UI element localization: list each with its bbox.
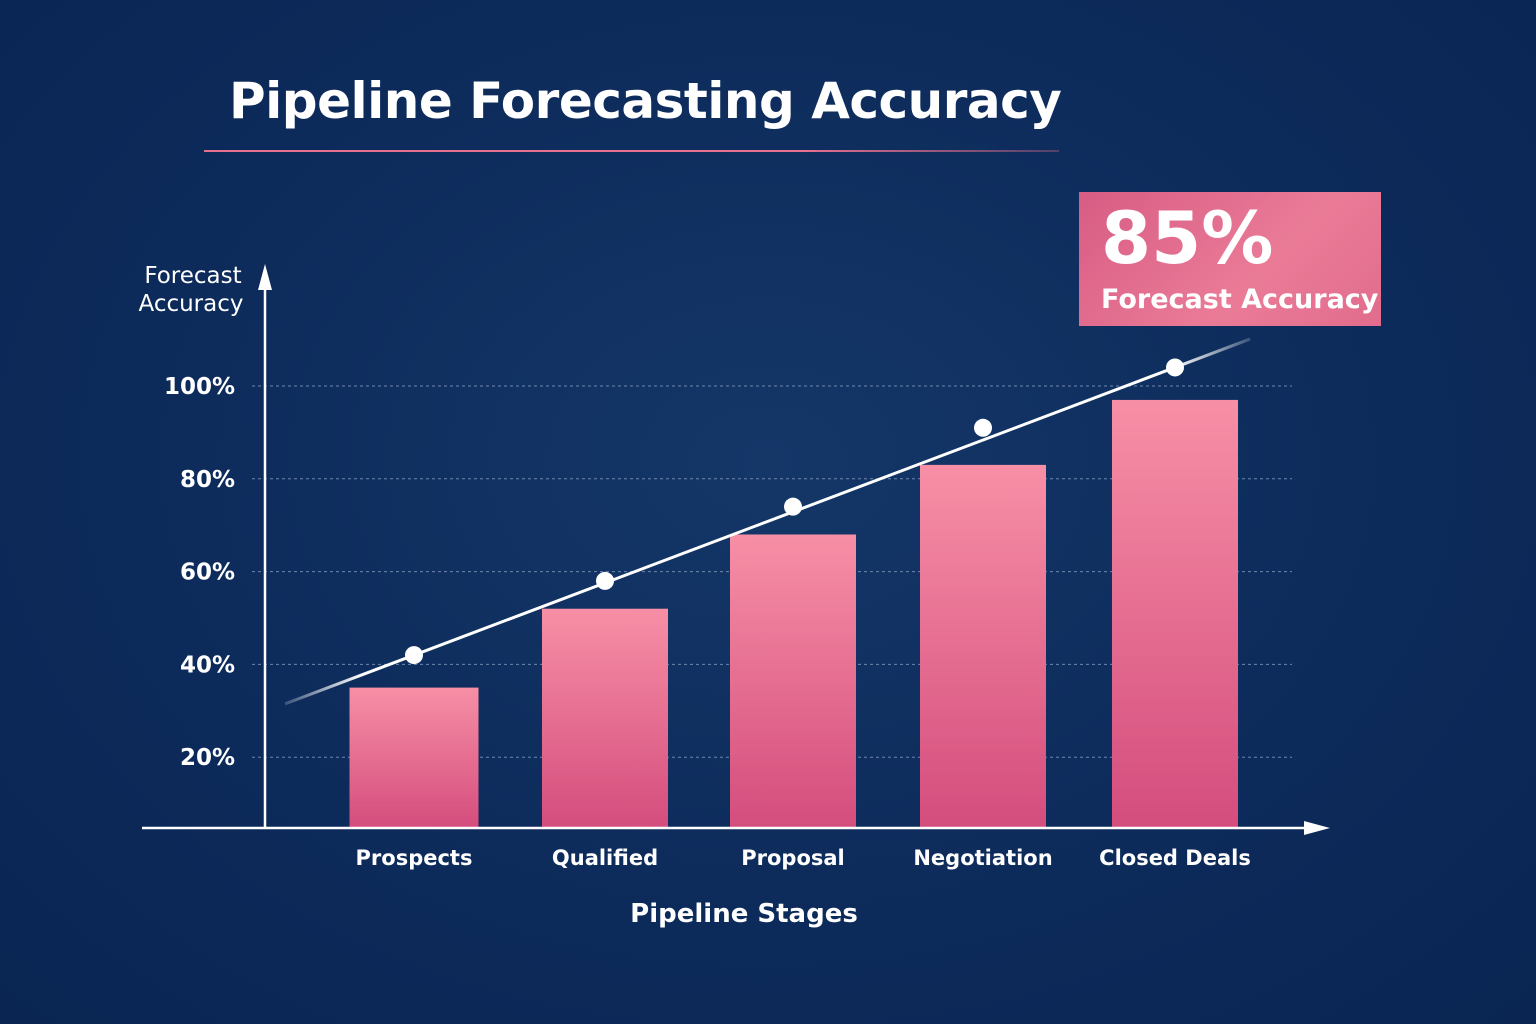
callout-label: Forecast Accuracy bbox=[1101, 284, 1379, 315]
y-tick-label: 40% bbox=[180, 652, 235, 678]
bar-negotiation bbox=[920, 464, 1046, 828]
trend-point bbox=[596, 571, 614, 590]
trend-point bbox=[974, 418, 992, 437]
x-tick-label: Proposal bbox=[741, 846, 845, 870]
y-tick-label: 80% bbox=[180, 467, 235, 493]
x-tick-label: Prospects bbox=[356, 846, 473, 870]
y-tick-label: 20% bbox=[180, 745, 235, 771]
y-tick-label: 100% bbox=[164, 374, 235, 400]
trend-point bbox=[405, 646, 423, 665]
x-tick-label: Qualified bbox=[552, 846, 658, 870]
x-tick-label: Closed Deals bbox=[1099, 846, 1251, 870]
y-axis-label-line1: Forecast bbox=[144, 263, 241, 289]
y-axis-label-line2: Accuracy bbox=[138, 291, 243, 317]
callout-value: 85% bbox=[1101, 196, 1274, 280]
bar-closed-deals bbox=[1112, 399, 1238, 828]
y-axis-arrow bbox=[258, 264, 272, 290]
trend-line bbox=[284, 337, 1251, 706]
x-axis-arrow bbox=[1304, 821, 1330, 835]
chart-title: Pipeline Forecasting Accuracy bbox=[229, 72, 1062, 130]
trend-point bbox=[1166, 358, 1184, 377]
y-tick-label: 60% bbox=[180, 560, 235, 586]
accuracy-callout: 85% Forecast Accuracy bbox=[1079, 192, 1381, 326]
bar-qualified bbox=[542, 608, 668, 828]
x-tick-label: Negotiation bbox=[913, 846, 1052, 870]
x-axis-label: Pipeline Stages bbox=[630, 899, 858, 929]
bar-proposal bbox=[730, 534, 856, 828]
bar-prospects bbox=[349, 687, 479, 828]
trend-point bbox=[784, 497, 802, 516]
title-underline bbox=[204, 150, 1059, 152]
